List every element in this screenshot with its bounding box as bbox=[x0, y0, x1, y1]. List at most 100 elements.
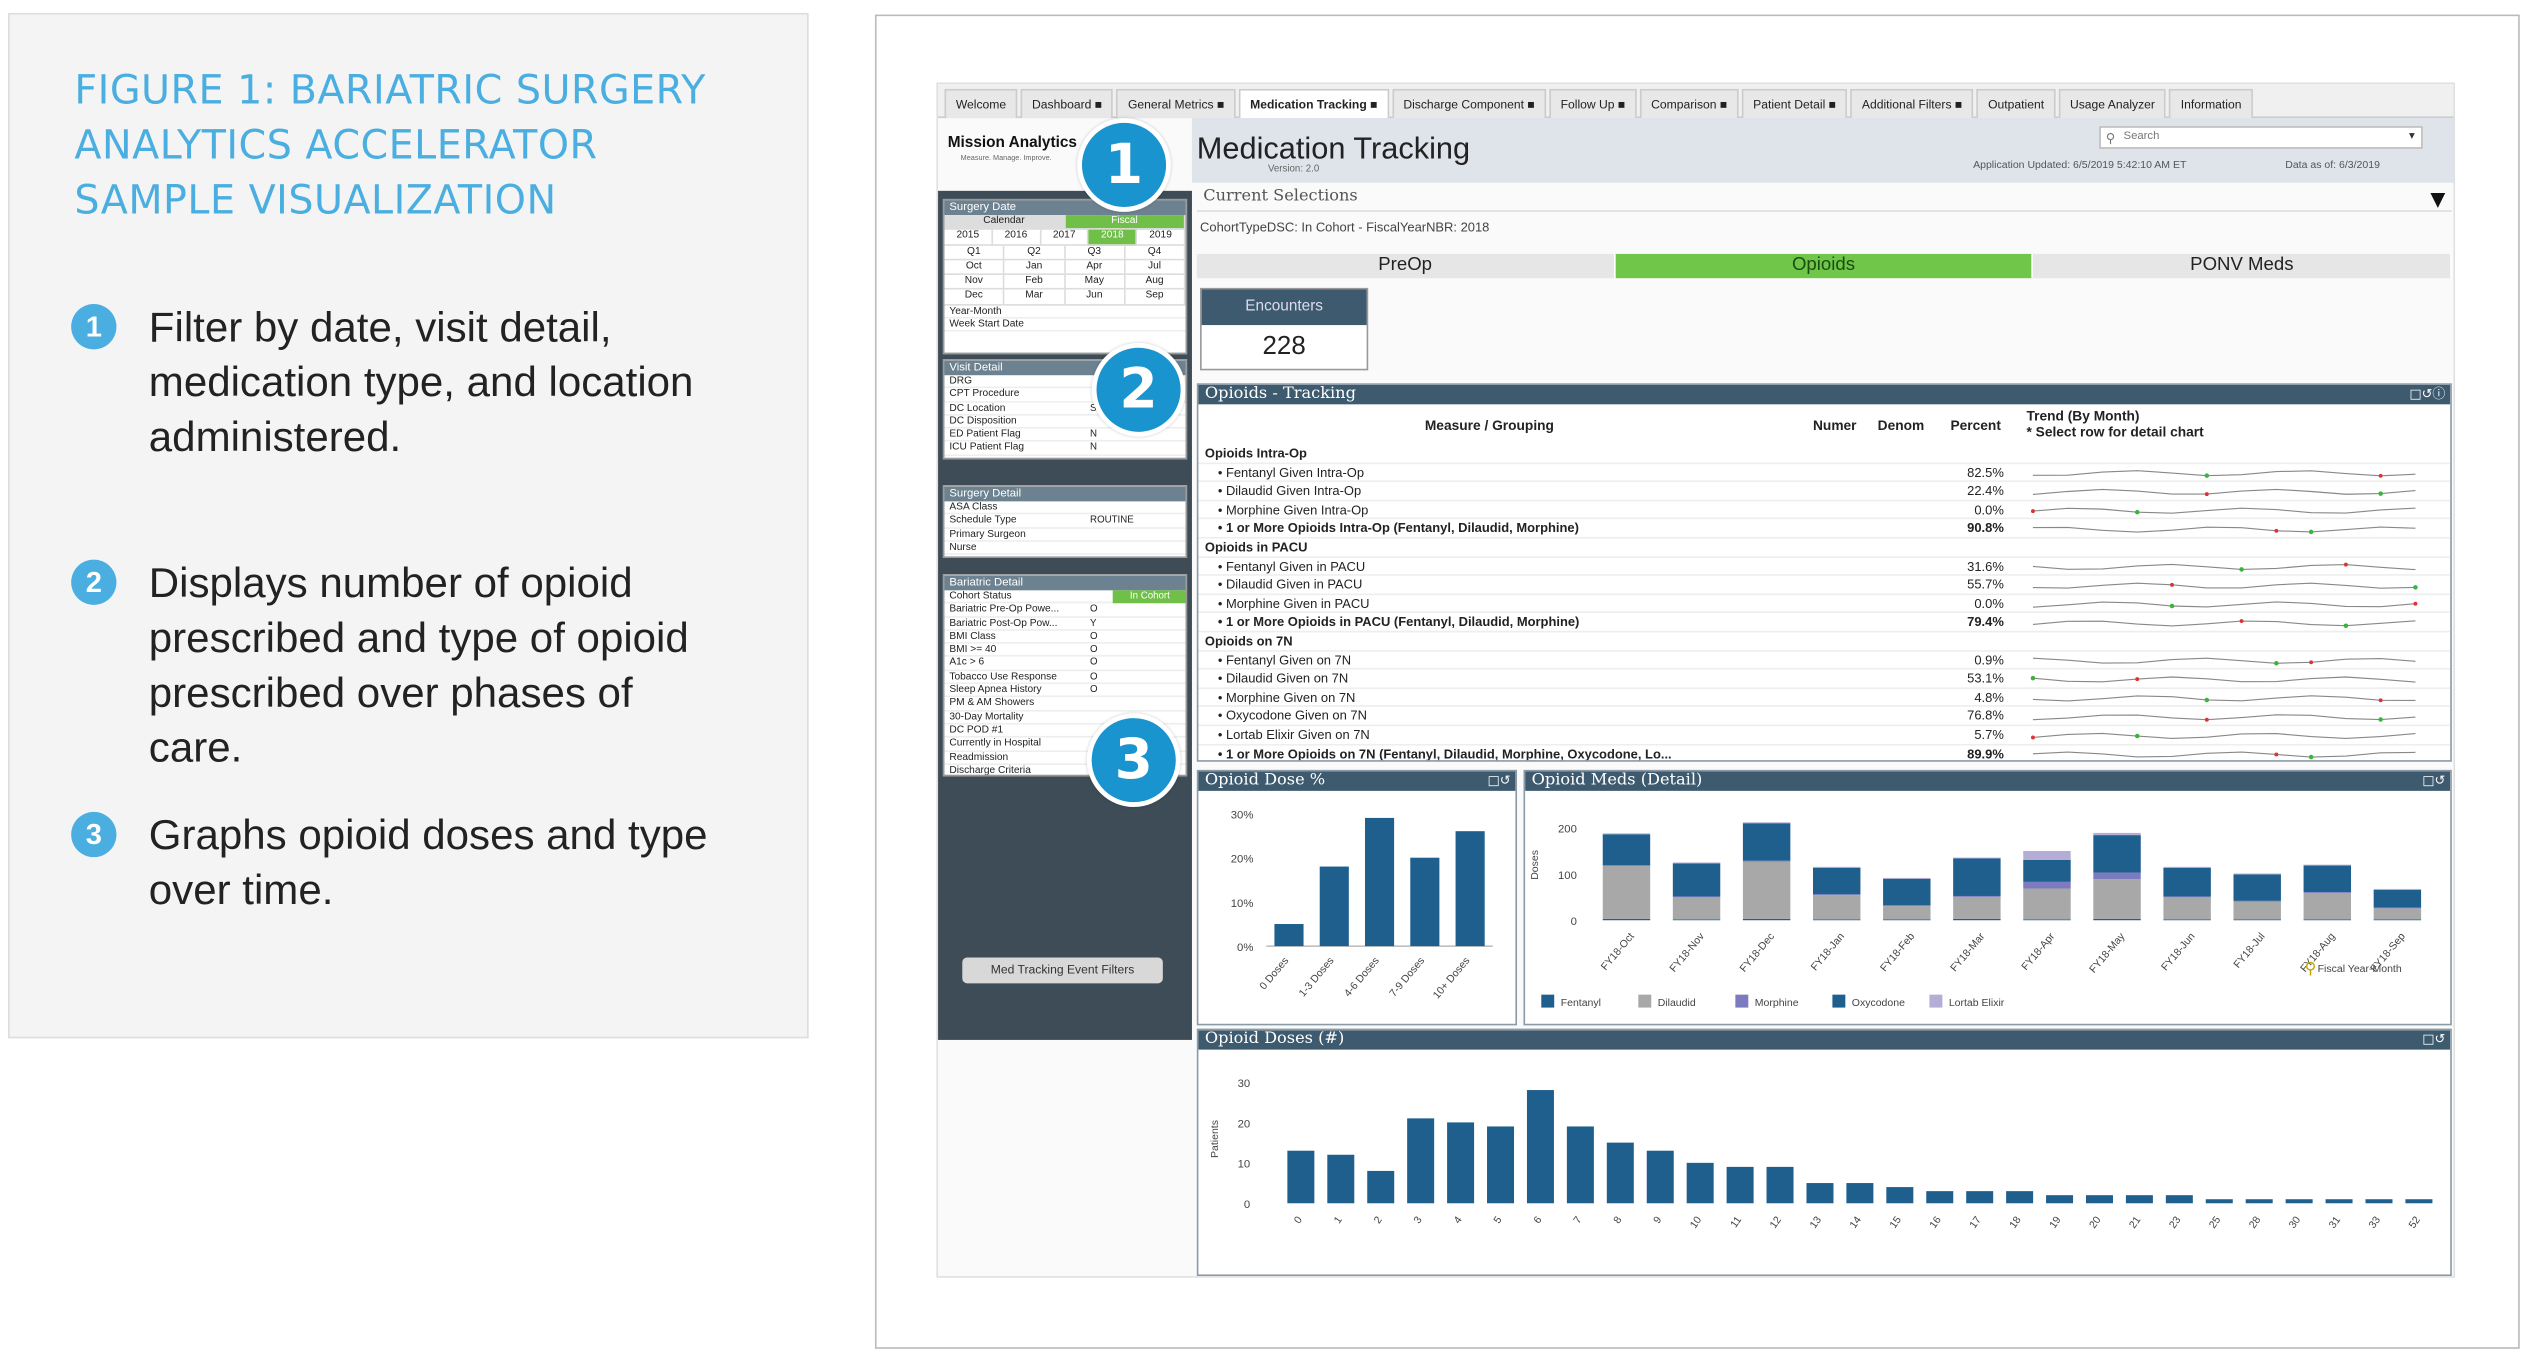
month-jun[interactable]: Jun bbox=[1064, 290, 1126, 306]
bar[interactable] bbox=[1606, 1142, 1634, 1204]
trend-line[interactable] bbox=[2032, 582, 2416, 589]
visit_detail-row[interactable]: DC Location S bbox=[944, 402, 1186, 416]
tracking-row[interactable]: • 1 or More Opioids in PACU (Fentanyl, D… bbox=[1198, 614, 2451, 633]
stacked-bar-segment[interactable] bbox=[1742, 860, 1791, 862]
stacked-bar-segment[interactable] bbox=[2303, 892, 2352, 920]
stacked-bar-segment[interactable] bbox=[2373, 908, 2422, 920]
month-nov[interactable]: Nov bbox=[944, 275, 1005, 291]
stacked-bar-segment[interactable] bbox=[2233, 874, 2281, 901]
tracking-row[interactable]: • Fentanyl Given on 7N 0.9% bbox=[1198, 651, 2451, 670]
trend-line[interactable] bbox=[2032, 488, 2416, 495]
bar[interactable] bbox=[2245, 1199, 2273, 1204]
tab-welcome[interactable]: Welcome bbox=[944, 88, 1018, 119]
bar[interactable] bbox=[1686, 1162, 1714, 1204]
stacked-bar-segment[interactable] bbox=[2233, 919, 2281, 921]
stacked-bar-segment[interactable] bbox=[2093, 918, 2141, 921]
trend-line[interactable] bbox=[2032, 620, 2416, 627]
quarter-q2[interactable]: Q2 bbox=[1004, 245, 1065, 261]
week-start-date-filter[interactable]: Week Start Date bbox=[944, 319, 1186, 333]
bar[interactable] bbox=[2405, 1199, 2433, 1204]
tab-opioids[interactable]: Opioids bbox=[1615, 253, 2034, 279]
month-oct[interactable]: Oct bbox=[944, 260, 1005, 276]
tab-follow-up[interactable]: Follow Up ■ bbox=[1549, 88, 1637, 119]
stacked-bar-segment[interactable] bbox=[1602, 834, 1651, 866]
stacked-bar-segment[interactable] bbox=[1742, 861, 1791, 919]
tracking-row[interactable]: • Morphine Given Intra-Op 0.0% bbox=[1198, 501, 2451, 520]
quarter-q3[interactable]: Q3 bbox=[1064, 245, 1126, 261]
stacked-bar-segment[interactable] bbox=[1953, 858, 2001, 896]
tab-discharge-component[interactable]: Discharge Component ■ bbox=[1392, 88, 1547, 119]
bar[interactable] bbox=[1566, 1126, 1594, 1204]
trend-line[interactable] bbox=[2032, 507, 2416, 514]
tracking-row[interactable]: • Lortab Elixir Given on 7N 5.7% bbox=[1198, 726, 2451, 745]
stacked-bar-segment[interactable] bbox=[1672, 896, 1721, 898]
tracking-row[interactable]: • Dilaudid Given in PACU 55.7% bbox=[1198, 576, 2451, 595]
stacked-bar-segment[interactable] bbox=[2023, 919, 2071, 921]
stacked-bar-segment[interactable] bbox=[2163, 866, 2211, 868]
visit_detail-row[interactable]: CPT Procedure bbox=[944, 389, 1186, 403]
stacked-bar-segment[interactable] bbox=[1812, 919, 1861, 921]
stacked-bar-segment[interactable] bbox=[2163, 897, 2211, 920]
quarter-q4[interactable]: Q4 bbox=[1125, 245, 1186, 261]
stacked-bar-segment[interactable] bbox=[2093, 879, 2141, 919]
stacked-bar-segment[interactable] bbox=[1953, 895, 2001, 897]
trend-line[interactable] bbox=[2032, 657, 2416, 664]
tracking-row[interactable]: • Morphine Given in PACU 0.0% bbox=[1198, 595, 2451, 614]
bar[interactable] bbox=[2365, 1199, 2393, 1204]
stacked-bar-segment[interactable] bbox=[2303, 864, 2352, 866]
bar[interactable] bbox=[1966, 1191, 1994, 1204]
trend-line[interactable] bbox=[2032, 470, 2416, 477]
stacked-bar-segment[interactable] bbox=[2303, 865, 2352, 893]
bariatric_detail-row[interactable]: BMI Class O bbox=[944, 631, 1186, 644]
bariatric_detail-row[interactable]: Sleep Apnea History O bbox=[944, 684, 1186, 698]
bariatric_detail-row[interactable]: DC POD #1 bbox=[944, 724, 1186, 738]
stacked-bar-segment[interactable] bbox=[2233, 873, 2281, 875]
tab-outpatient[interactable]: Outpatient bbox=[1976, 88, 2056, 119]
year-2015[interactable]: 2015 bbox=[944, 230, 993, 246]
trend-line[interactable] bbox=[2032, 526, 2416, 533]
tab-usage-analyzer[interactable]: Usage Analyzer bbox=[2058, 88, 2167, 119]
tab-medication-tracking[interactable]: Medication Tracking ■ bbox=[1238, 88, 1389, 119]
tracking-row[interactable]: • Oxycodone Given on 7N 76.8% bbox=[1198, 707, 2451, 727]
month-apr[interactable]: Apr bbox=[1064, 260, 1126, 276]
stacked-bar-segment[interactable] bbox=[1812, 867, 1861, 895]
tracking-row[interactable]: • Dilaudid Given on 7N 53.1% bbox=[1198, 670, 2451, 689]
bar[interactable] bbox=[1487, 1126, 1515, 1204]
bar[interactable] bbox=[1319, 866, 1349, 947]
bar[interactable] bbox=[1274, 924, 1304, 947]
stacked-bar-segment[interactable] bbox=[1883, 919, 1931, 921]
panel-tools-icon[interactable]: □↺ bbox=[2422, 1031, 2446, 1047]
bariatric_detail-row[interactable]: Tobacco Use Response O bbox=[944, 671, 1186, 685]
bar[interactable] bbox=[2085, 1195, 2113, 1204]
bar[interactable] bbox=[1806, 1183, 1834, 1204]
stacked-bar-segment[interactable] bbox=[2163, 896, 2211, 898]
stacked-bar-segment[interactable] bbox=[1883, 906, 1931, 920]
stacked-bar-segment[interactable] bbox=[1602, 833, 1651, 835]
search-input[interactable]: ⚲ Search ▾ bbox=[2099, 126, 2423, 149]
tab-ponv-meds[interactable]: PONV Meds bbox=[2033, 253, 2452, 279]
trend-line[interactable] bbox=[2032, 732, 2416, 740]
tracking-row[interactable]: • Fentanyl Given in PACU 31.6% bbox=[1198, 557, 2451, 577]
stacked-bar-segment[interactable] bbox=[1672, 919, 1721, 921]
fiscal-toggle[interactable]: Fiscal bbox=[1064, 215, 1186, 231]
bariatric_detail-row[interactable]: BMI >= 40 O bbox=[944, 644, 1186, 658]
year-2016[interactable]: 2016 bbox=[992, 230, 1041, 246]
trend-sparklines[interactable] bbox=[2026, 445, 2450, 762]
stacked-bar-segment[interactable] bbox=[1672, 897, 1721, 920]
surgery_detail-row[interactable]: ASA Class bbox=[944, 501, 1186, 515]
bariatric_detail-row[interactable]: Bariatric Pre-Op Powe... O bbox=[944, 604, 1186, 618]
tracking-row[interactable]: Opioids Intra-Op bbox=[1198, 445, 2451, 464]
quarter-q1[interactable]: Q1 bbox=[944, 245, 1005, 261]
bar[interactable] bbox=[1287, 1150, 1315, 1204]
tab-patient-detail[interactable]: Patient Detail ■ bbox=[1741, 88, 1848, 119]
month-sep[interactable]: Sep bbox=[1125, 290, 1186, 306]
current-selections-bar[interactable]: Current Selections ▼ bbox=[1196, 186, 2452, 212]
bar[interactable] bbox=[2165, 1195, 2193, 1204]
bariatric_detail-row[interactable]: Bariatric Post-Op Pow... Y bbox=[944, 617, 1186, 631]
stacked-bar-segment[interactable] bbox=[2023, 888, 2071, 920]
panel-tools-icon[interactable]: □↺ⓘ bbox=[2409, 386, 2446, 402]
month-dec[interactable]: Dec bbox=[944, 290, 1005, 306]
month-may[interactable]: May bbox=[1064, 275, 1126, 291]
filter-icon[interactable]: ⚲ bbox=[2305, 960, 2317, 978]
bariatric_detail-row[interactable]: Cohort Status In Cohort bbox=[944, 590, 1186, 604]
